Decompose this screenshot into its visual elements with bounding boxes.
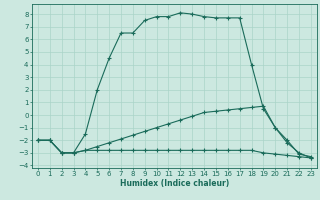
X-axis label: Humidex (Indice chaleur): Humidex (Indice chaleur) <box>120 179 229 188</box>
